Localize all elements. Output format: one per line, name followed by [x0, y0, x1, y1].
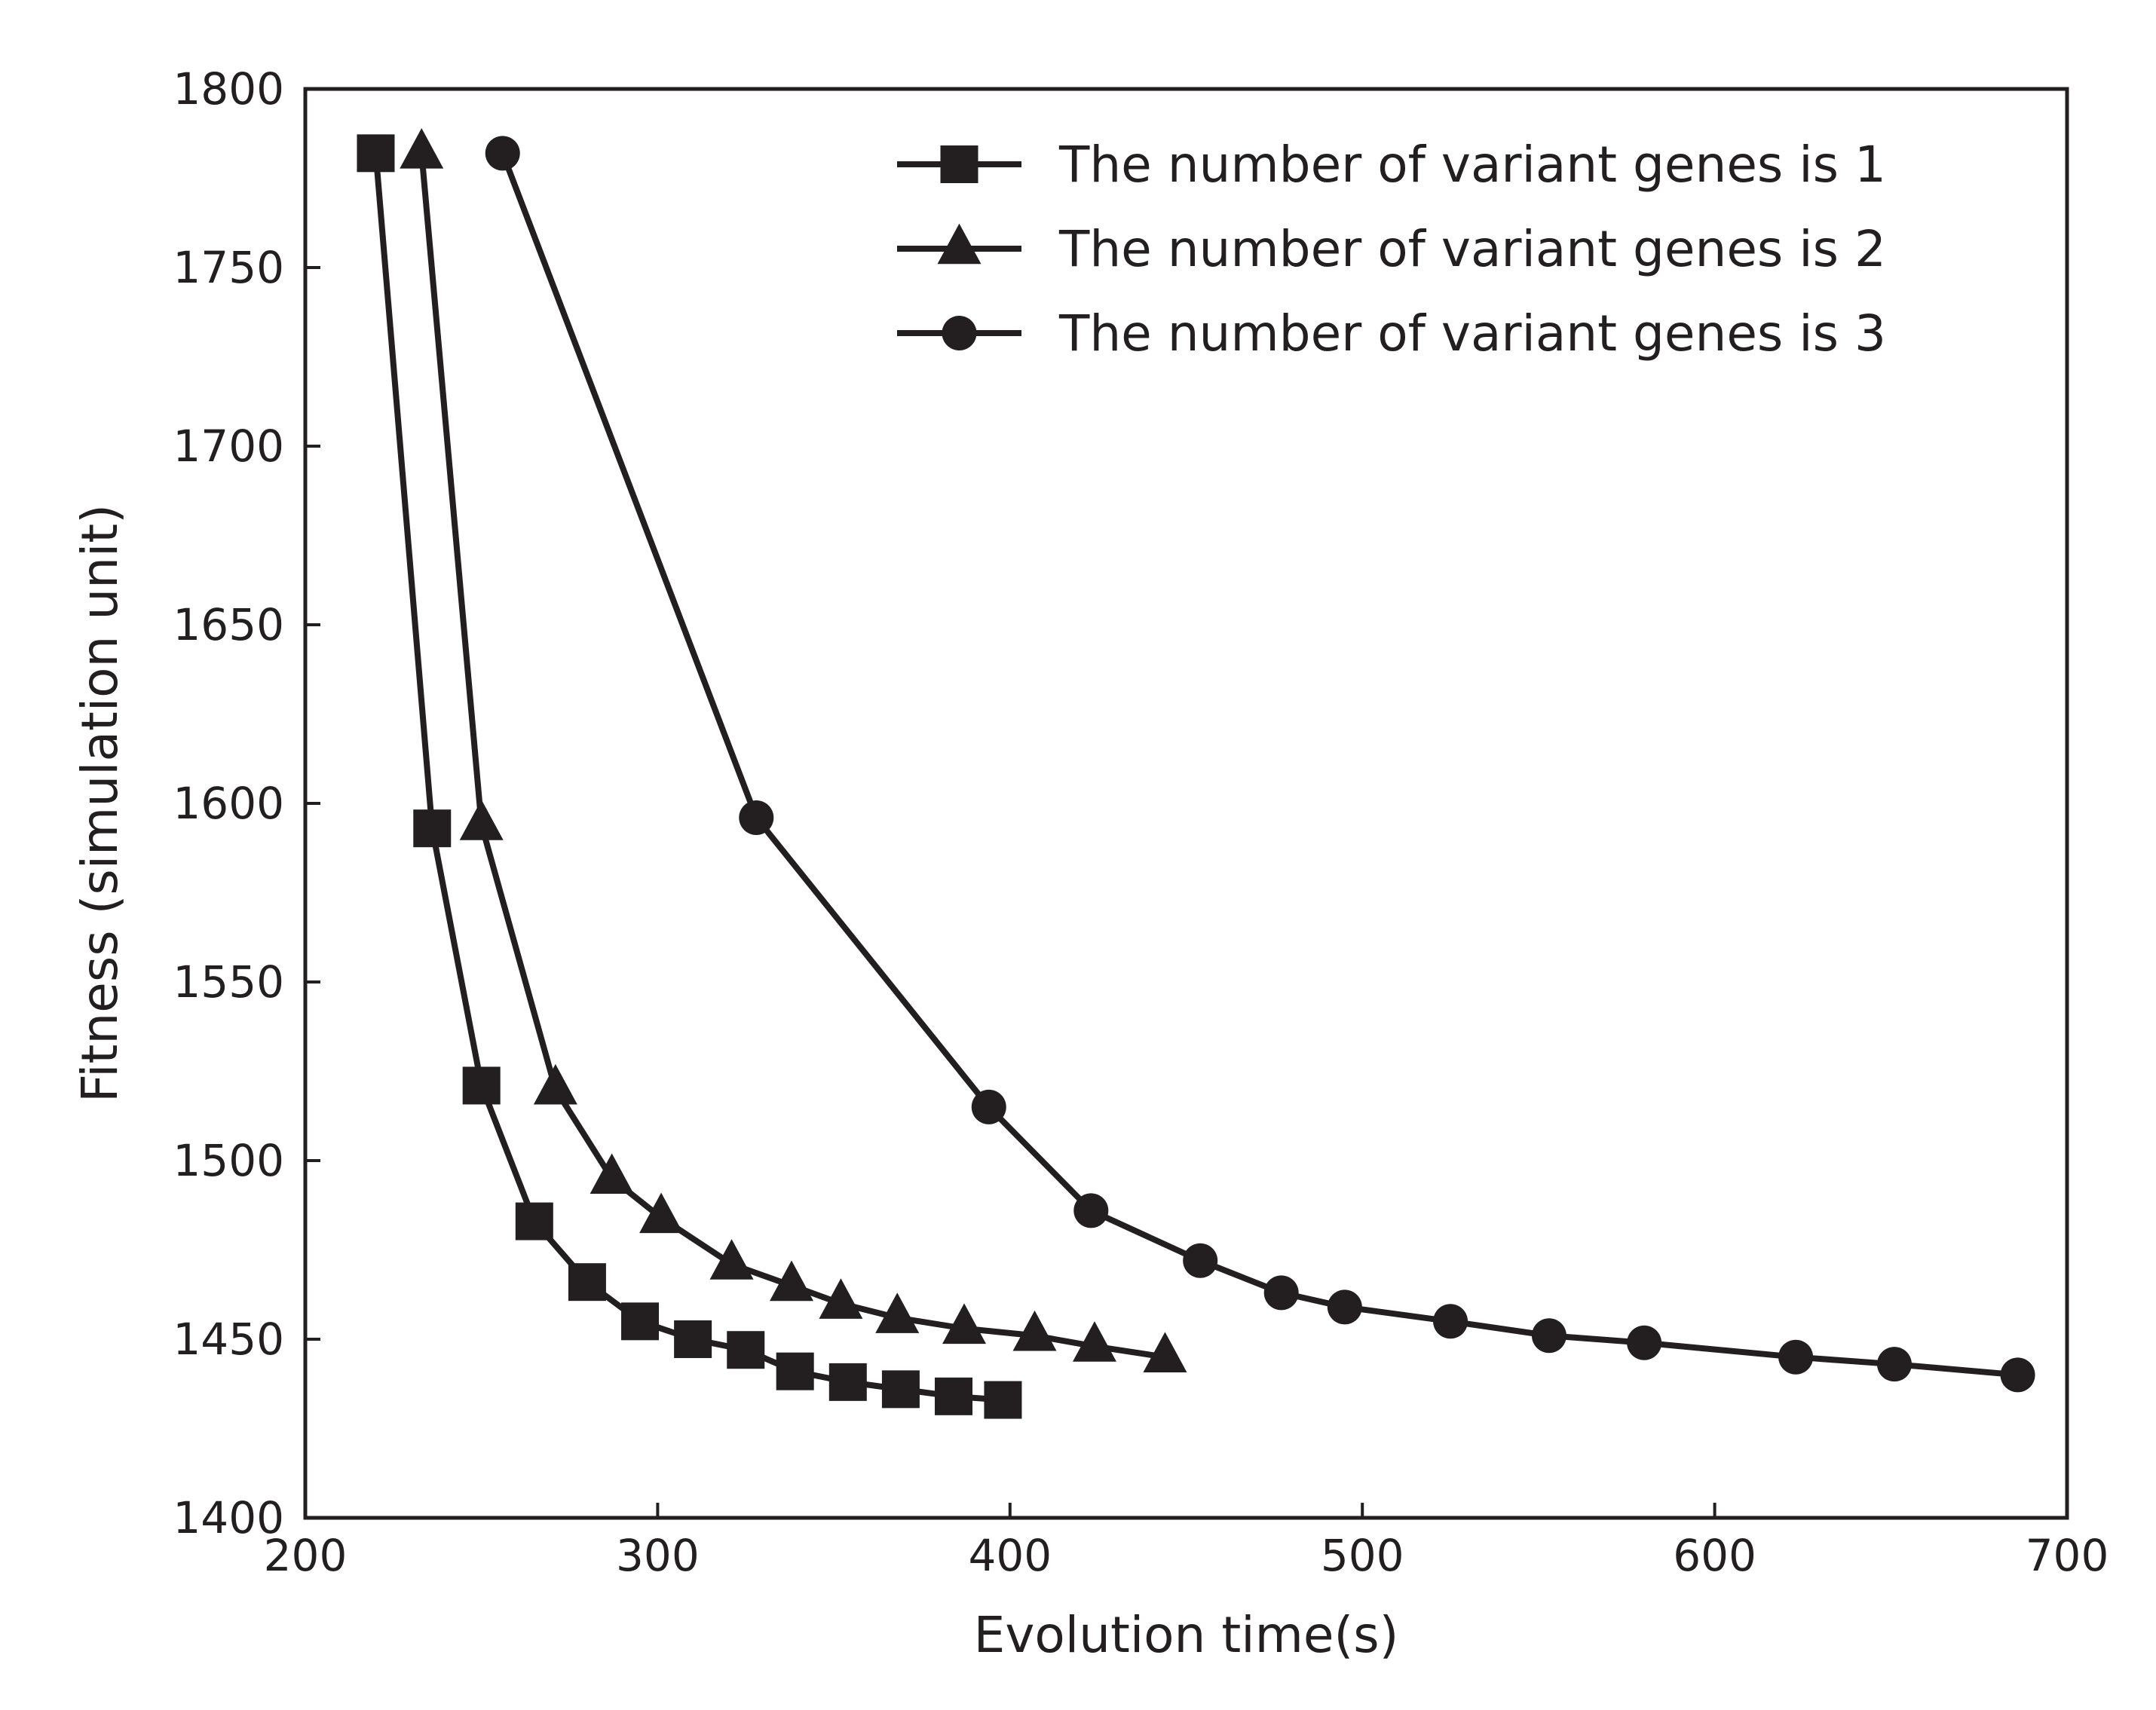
legend-circle-marker	[942, 316, 977, 350]
x-tick-label: 300	[616, 1530, 700, 1581]
series-1-square-point	[776, 1352, 814, 1390]
series-1-square-point	[984, 1381, 1022, 1419]
legend-label: The number of variant genes is 1	[1058, 136, 1886, 194]
series-3-circle-point	[485, 136, 520, 171]
x-tick-label: 700	[2026, 1530, 2109, 1581]
series-1-square-point	[462, 1066, 501, 1105]
series-2-triangle-point	[590, 1153, 634, 1194]
legend-entry-1: The number of variant genes is 1	[897, 136, 1886, 194]
series-layer	[357, 127, 2035, 1419]
series-3-circle-point	[1627, 1325, 1662, 1360]
series-3-circle-point	[1876, 1347, 1912, 1382]
series-2-triangle-point	[639, 1192, 684, 1234]
y-tick-label: 1650	[173, 599, 284, 650]
series-1	[357, 134, 1022, 1419]
legend-label: The number of variant genes is 3	[1058, 304, 1886, 362]
series-1-square-point	[568, 1263, 606, 1302]
y-tick-label: 1700	[173, 421, 284, 472]
series-1-square-point	[727, 1331, 765, 1369]
y-tick-label: 1600	[173, 778, 284, 829]
series-1-square-point	[935, 1377, 973, 1415]
series-2-triangle-point	[1012, 1310, 1057, 1351]
series-3-circle-point	[971, 1089, 1006, 1124]
ticks-layer: 200 300 400 500 600 700 1400 1450 1500 1550 1600 16…	[173, 63, 2109, 1581]
series-2-triangle-point	[875, 1292, 920, 1333]
x-tick-label: 500	[1321, 1530, 1404, 1581]
series-1-square-point	[674, 1320, 712, 1358]
y-tick-label: 1550	[173, 956, 284, 1008]
series-3-circle-point	[1183, 1243, 1218, 1278]
x-tick-label: 400	[968, 1530, 1052, 1581]
legend: The number of variant genes is 1 The numb…	[897, 136, 1886, 362]
y-axis-title: Fitness (simulation unit)	[71, 504, 129, 1103]
series-2-triangle-point	[1143, 1332, 1187, 1372]
series-2-triangle-point	[459, 800, 504, 840]
series-3-circle-point	[1327, 1289, 1362, 1325]
series-2-triangle-point	[942, 1303, 987, 1344]
legend-square-marker	[940, 145, 978, 183]
series-1-square-point	[881, 1370, 920, 1409]
legend-triangle-marker	[937, 223, 982, 265]
series-3-circle-point	[1263, 1275, 1299, 1311]
series-1-square-point	[828, 1363, 867, 1401]
legend-entry-3: The number of variant genes is 3	[897, 304, 1886, 362]
x-axis-title: Evolution time(s)	[974, 1606, 1399, 1664]
series-2-triangle-point	[819, 1278, 863, 1319]
series-2-triangle-point	[533, 1063, 577, 1105]
series-3-circle-point	[2000, 1357, 2035, 1393]
series-1-square-point	[621, 1302, 660, 1341]
series-3-circle-point	[1778, 1339, 1814, 1375]
series-2-triangle-point	[400, 127, 444, 169]
series-3-circle-point	[739, 800, 774, 835]
legend-entry-2: The number of variant genes is 2	[897, 220, 1886, 278]
x-tick-label: 200	[264, 1530, 348, 1581]
y-tick-label: 1500	[173, 1135, 284, 1186]
y-tick-label: 1400	[173, 1492, 284, 1543]
series-3	[485, 136, 2035, 1393]
y-tick-label: 1450	[173, 1314, 284, 1365]
x-tick-label: 600	[1673, 1530, 1756, 1581]
series-3-circle-point	[1433, 1304, 1468, 1339]
series-2-triangle-point	[709, 1239, 754, 1280]
series-1-square-point	[357, 134, 395, 173]
series-2-triangle-point	[770, 1260, 814, 1302]
series-3-circle-point	[1073, 1193, 1109, 1228]
series-1-square-point	[515, 1202, 553, 1240]
series-2	[400, 127, 1187, 1372]
series-1-square-point	[413, 809, 452, 848]
y-tick-label: 1750	[173, 242, 284, 293]
series-3-circle-point	[1531, 1318, 1566, 1354]
series-2-triangle-point	[1072, 1321, 1116, 1362]
y-tick-label: 1800	[173, 63, 284, 115]
legend-label: The number of variant genes is 2	[1058, 220, 1886, 278]
